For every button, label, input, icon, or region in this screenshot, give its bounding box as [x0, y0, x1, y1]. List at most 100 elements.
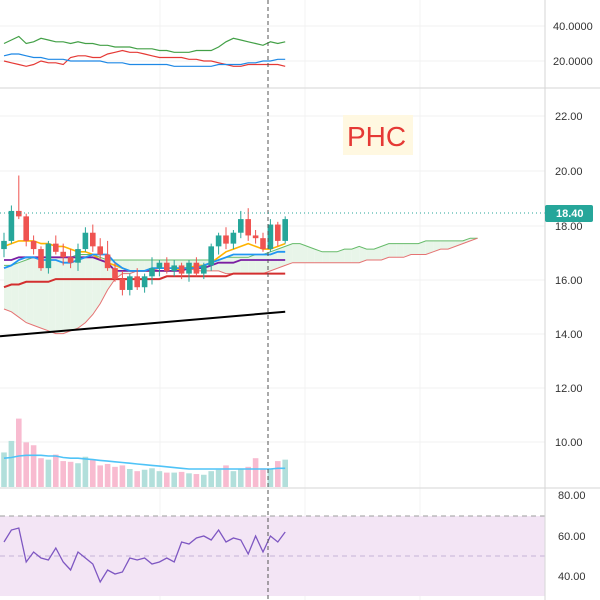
price-panel[interactable] — [0, 175, 478, 338]
candle — [178, 262, 185, 280]
volume-bar — [156, 471, 163, 487]
price-axis-label: 18.00 — [555, 221, 583, 233]
cloud-segment — [26, 257, 34, 326]
trend-line — [0, 310, 286, 338]
cloud-segment — [18, 259, 27, 323]
candle-body — [97, 246, 103, 255]
volume-bar — [90, 459, 96, 487]
volume-bar — [119, 465, 126, 487]
price-axis-label: 20.00 — [555, 166, 583, 178]
price-axis-label: 12.00 — [555, 383, 583, 395]
price-axis-label: 16.00 — [555, 275, 583, 287]
volume-bar — [127, 469, 133, 487]
candle-body — [208, 246, 214, 266]
price-axis-label: 22.00 — [555, 111, 583, 123]
candle — [245, 208, 251, 241]
rsi-line — [3, 527, 286, 584]
di-minus-line — [3, 49, 286, 67]
candle-body — [23, 216, 29, 241]
candle — [260, 232, 266, 252]
candle — [112, 262, 118, 282]
volume-panel[interactable] — [1, 418, 288, 487]
symbol-text: PHC — [347, 121, 406, 152]
candle — [230, 230, 237, 250]
volume-bar — [260, 468, 266, 487]
cloud-segment — [388, 243, 397, 258]
volume-bar — [141, 469, 148, 487]
candle-body — [75, 249, 81, 263]
volume-bar — [201, 474, 207, 487]
cloud-segment — [4, 265, 12, 312]
volume-bar — [67, 461, 74, 487]
candle — [38, 246, 44, 271]
volume-bar — [97, 465, 103, 487]
cloud-segment — [292, 243, 300, 263]
price-axis-label: 10.00 — [555, 437, 583, 449]
volume-bar — [171, 472, 177, 487]
volume-bar — [60, 461, 66, 487]
rsi-axis-label: 80.00 — [558, 490, 586, 502]
candle — [193, 257, 200, 277]
candle-body — [16, 210, 22, 217]
candle-body — [201, 265, 207, 274]
adx-panel[interactable] — [3, 35, 286, 67]
rsi-panel[interactable] — [0, 515, 545, 596]
cloud-segment — [344, 249, 352, 263]
last-price-tag-bg — [545, 205, 593, 222]
cloud-segment — [300, 243, 308, 263]
volume-bar — [193, 474, 200, 487]
volume-bar — [149, 468, 155, 487]
cloud-segment — [33, 257, 41, 329]
candle — [201, 262, 207, 280]
candle-body — [267, 224, 274, 250]
cloud-segment — [462, 238, 471, 244]
cloud-segment — [55, 257, 64, 334]
candle — [186, 259, 192, 282]
symbol-label-bg — [343, 115, 413, 155]
candle-body — [82, 232, 89, 250]
volume-bar — [282, 459, 288, 487]
price-axis-label: 14.00 — [555, 329, 583, 341]
candle-body — [252, 235, 259, 239]
candle — [8, 205, 15, 244]
volume-bar — [30, 445, 37, 487]
volume-bar — [223, 465, 229, 487]
cloud-span-a — [4, 237, 478, 266]
candle — [134, 268, 140, 290]
cloud-segment — [433, 240, 441, 252]
candle — [149, 257, 155, 285]
candle — [156, 259, 163, 277]
adx-axis-label: 20.0000 — [553, 56, 593, 68]
candle-body — [8, 210, 15, 241]
last-price-tag-text: 18.40 — [556, 208, 584, 220]
cloud-segment — [263, 251, 271, 274]
cloud-segment — [440, 240, 448, 250]
volume-bar — [82, 456, 89, 487]
cloud-segment — [374, 246, 382, 260]
volume-bar — [8, 440, 15, 487]
cloud-segment — [92, 254, 101, 315]
candle — [67, 249, 74, 269]
cloud-segment — [11, 262, 19, 318]
candle-body — [186, 262, 192, 274]
volume-bar — [104, 463, 111, 487]
cloud-segment — [41, 257, 49, 331]
candle — [141, 273, 148, 293]
candle-body — [164, 262, 170, 271]
volume-bar — [134, 471, 140, 487]
candle — [75, 243, 81, 271]
volume-bar — [267, 469, 274, 487]
di-plus-line — [3, 35, 286, 53]
cloud-segment — [63, 257, 71, 334]
candle-body — [260, 238, 266, 250]
cloud-segment — [226, 257, 234, 274]
cloud-segment — [403, 243, 411, 258]
candle-body — [60, 251, 66, 258]
cloud-segment — [351, 246, 360, 263]
cloud-segment — [418, 240, 426, 255]
candle-body — [282, 219, 288, 241]
cloud-segment — [381, 243, 389, 260]
cloud-segment — [78, 254, 86, 329]
